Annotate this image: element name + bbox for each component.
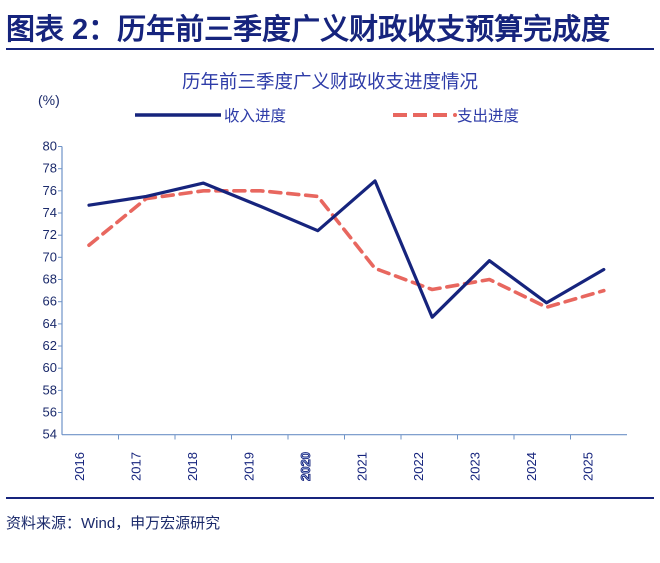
svg-text:76: 76 — [43, 183, 57, 198]
svg-text:70: 70 — [43, 249, 57, 264]
svg-text:60: 60 — [43, 360, 57, 375]
svg-text:2018: 2018 — [185, 452, 200, 481]
svg-text:72: 72 — [43, 227, 57, 242]
svg-text:74: 74 — [43, 205, 57, 220]
svg-text:2016: 2016 — [72, 452, 87, 481]
svg-text:56: 56 — [43, 405, 57, 420]
svg-text:2020: 2020 — [298, 452, 313, 481]
svg-text:68: 68 — [43, 272, 57, 287]
svg-text:64: 64 — [43, 316, 57, 331]
svg-text:78: 78 — [43, 161, 57, 176]
svg-text:80: 80 — [43, 139, 57, 154]
svg-text:2025: 2025 — [581, 452, 596, 481]
svg-text:62: 62 — [43, 338, 57, 353]
svg-text:66: 66 — [43, 294, 57, 309]
svg-text:2021: 2021 — [355, 452, 370, 481]
svg-text:54: 54 — [43, 427, 57, 442]
svg-text:2023: 2023 — [468, 452, 483, 481]
svg-text:2022: 2022 — [411, 452, 426, 481]
svg-text:2019: 2019 — [242, 452, 257, 481]
svg-text:2017: 2017 — [129, 452, 144, 481]
svg-text:2024: 2024 — [524, 452, 539, 481]
svg-text:58: 58 — [43, 382, 57, 397]
